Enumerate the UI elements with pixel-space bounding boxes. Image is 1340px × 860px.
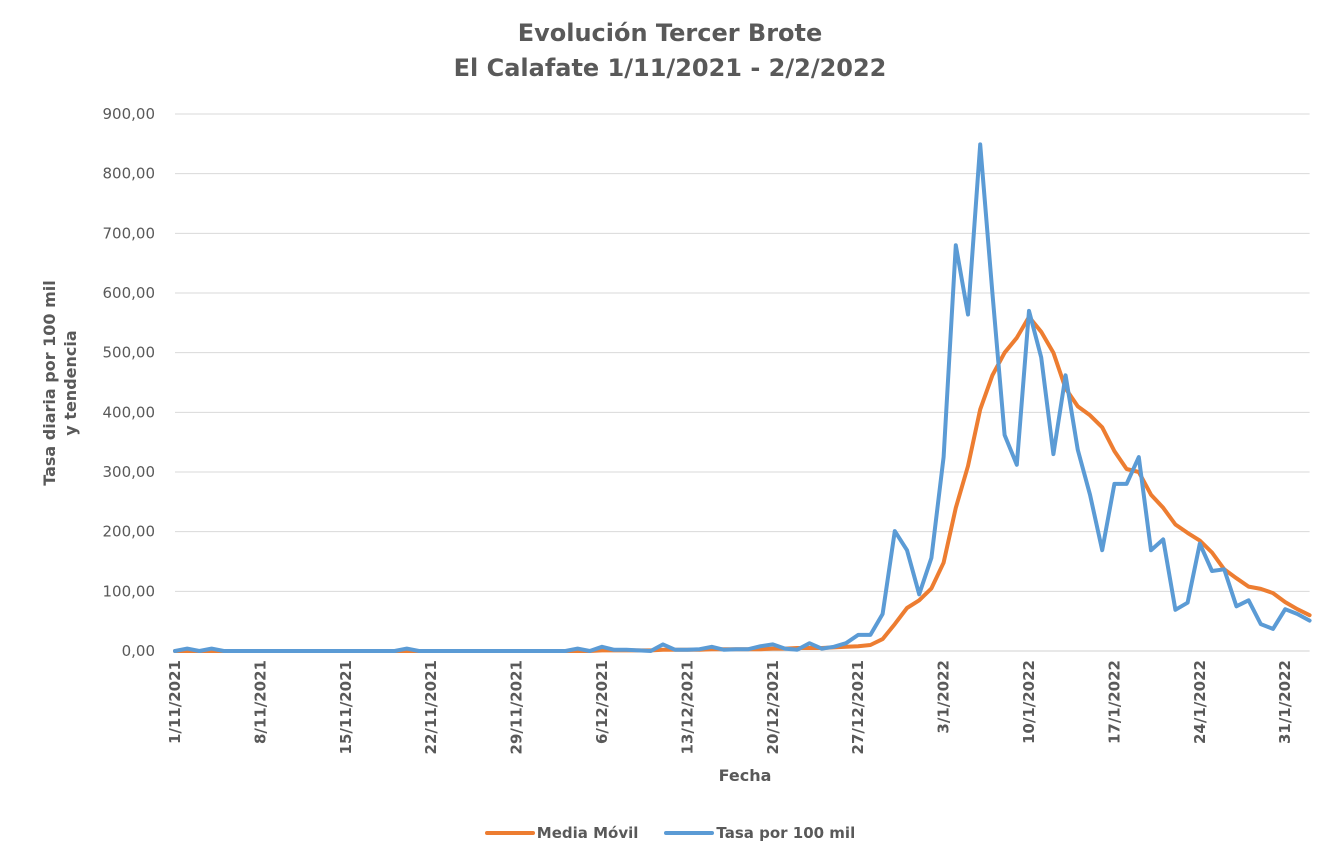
y-tick-label: 800,00 <box>103 165 156 183</box>
x-tick-label: 20/12/2021 <box>764 660 782 754</box>
y-tick-label: 100,00 <box>103 582 156 600</box>
chart-title: Evolución Tercer Brote El Calafate 1/11/… <box>0 16 1340 86</box>
x-tick-label: 1/11/2021 <box>166 660 184 744</box>
y-tick-label: 0,00 <box>122 642 155 660</box>
y-tick-label: 600,00 <box>103 284 156 302</box>
chart-title-line2: El Calafate 1/11/2021 - 2/2/2022 <box>453 54 887 82</box>
y-tick-label: 500,00 <box>103 344 156 362</box>
y-tick-label: 700,00 <box>103 224 156 242</box>
x-tick-label: 29/11/2021 <box>508 660 526 754</box>
x-tick-label: 6/12/2021 <box>593 660 611 744</box>
x-tick-label: 31/1/2022 <box>1276 660 1294 744</box>
legend-label: Media Móvil <box>536 824 639 842</box>
chart-title-line1: Evolución Tercer Brote <box>517 19 823 47</box>
legend-item-tasa[interactable]: Tasa por 100 mil <box>664 824 855 842</box>
y-tick-label: 400,00 <box>103 403 156 421</box>
series-line <box>173 314 1312 653</box>
legend-item-media-movil[interactable]: Media Móvil <box>484 824 639 842</box>
x-tick-label: 13/12/2021 <box>678 660 696 754</box>
y-tick-label: 200,00 <box>103 523 156 541</box>
series-line <box>173 142 1312 653</box>
x-tick-label: 10/1/2022 <box>1020 660 1038 744</box>
x-tick-label: 27/12/2021 <box>849 660 867 754</box>
legend-swatch-orange-icon <box>484 831 535 835</box>
y-tick-label: 300,00 <box>103 463 156 481</box>
y-tick-label: 900,00 <box>103 105 156 123</box>
legend-swatch-blue-icon <box>664 831 715 835</box>
legend: Media Móvil Tasa por 100 mil <box>0 824 1340 842</box>
x-tick-label: 15/11/2021 <box>337 660 355 754</box>
x-axis-title: Fecha <box>718 766 772 785</box>
x-tick-label: 3/1/2022 <box>935 660 953 734</box>
legend-label: Tasa por 100 mil <box>716 824 856 842</box>
x-tick-label: 22/11/2021 <box>422 660 440 754</box>
x-tick-label: 24/1/2022 <box>1191 660 1209 744</box>
x-tick-label: 8/11/2021 <box>251 660 269 744</box>
x-tick-label: 17/1/2022 <box>1105 660 1123 744</box>
